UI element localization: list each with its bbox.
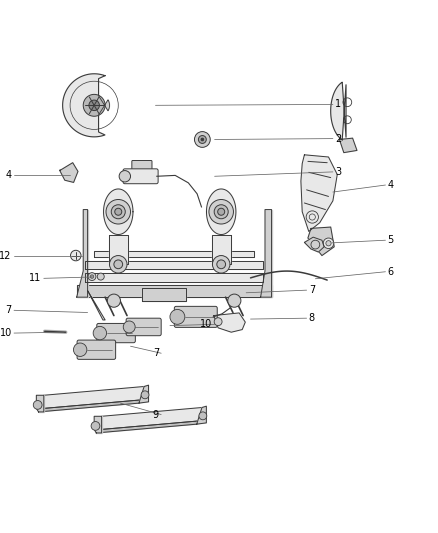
Circle shape (83, 94, 105, 116)
FancyBboxPatch shape (77, 340, 116, 359)
FancyBboxPatch shape (126, 318, 161, 336)
Text: 10: 10 (200, 319, 212, 329)
Polygon shape (339, 138, 357, 152)
Circle shape (170, 310, 185, 324)
Polygon shape (197, 406, 206, 424)
Polygon shape (102, 408, 202, 430)
Text: 3: 3 (335, 167, 341, 177)
Circle shape (214, 318, 222, 326)
Polygon shape (36, 395, 44, 412)
Circle shape (201, 138, 204, 141)
FancyBboxPatch shape (174, 306, 217, 327)
FancyBboxPatch shape (97, 324, 135, 343)
Circle shape (194, 132, 210, 147)
Polygon shape (85, 273, 263, 282)
Polygon shape (331, 82, 346, 140)
Polygon shape (88, 290, 105, 320)
Text: 8: 8 (309, 313, 315, 323)
Text: 5: 5 (388, 235, 394, 245)
Circle shape (123, 321, 135, 333)
Text: 7: 7 (6, 305, 12, 316)
Circle shape (71, 251, 81, 261)
Circle shape (88, 273, 96, 280)
Text: 1: 1 (335, 100, 341, 109)
Polygon shape (109, 235, 128, 264)
Text: 4: 4 (388, 180, 394, 190)
Circle shape (228, 294, 241, 307)
Polygon shape (142, 288, 186, 301)
Polygon shape (44, 386, 144, 408)
Polygon shape (139, 385, 148, 403)
Polygon shape (103, 189, 133, 235)
Text: 2: 2 (335, 134, 341, 143)
Circle shape (33, 400, 42, 409)
Circle shape (326, 241, 331, 246)
Polygon shape (77, 285, 272, 297)
Text: 12: 12 (0, 251, 12, 261)
Polygon shape (85, 261, 263, 269)
Circle shape (141, 391, 149, 399)
Text: 6: 6 (388, 266, 394, 277)
Polygon shape (60, 163, 78, 182)
Polygon shape (214, 313, 245, 332)
Circle shape (111, 205, 125, 219)
Polygon shape (308, 227, 334, 255)
Text: 9: 9 (153, 409, 159, 419)
Circle shape (93, 326, 106, 340)
Circle shape (218, 208, 225, 215)
Polygon shape (77, 209, 88, 297)
Polygon shape (206, 189, 236, 235)
Text: 7: 7 (153, 348, 159, 358)
Circle shape (217, 260, 226, 269)
Polygon shape (304, 237, 324, 252)
Circle shape (209, 199, 233, 224)
Circle shape (214, 205, 228, 219)
Polygon shape (212, 235, 231, 264)
Circle shape (323, 238, 334, 248)
FancyBboxPatch shape (123, 169, 158, 184)
Circle shape (90, 275, 94, 278)
FancyBboxPatch shape (132, 160, 152, 171)
Circle shape (198, 135, 206, 143)
Circle shape (91, 422, 100, 430)
Circle shape (119, 171, 131, 182)
Polygon shape (94, 416, 102, 433)
Circle shape (89, 100, 99, 110)
Circle shape (212, 255, 230, 273)
Polygon shape (63, 74, 105, 137)
Text: 10: 10 (0, 328, 12, 338)
Polygon shape (301, 155, 337, 231)
Circle shape (97, 273, 104, 280)
Circle shape (110, 255, 127, 273)
Circle shape (106, 199, 131, 224)
Circle shape (115, 208, 122, 215)
Text: 7: 7 (309, 285, 315, 295)
Circle shape (199, 412, 207, 420)
Polygon shape (94, 251, 254, 257)
Polygon shape (261, 209, 272, 297)
Text: 11: 11 (29, 273, 42, 284)
Text: 4: 4 (6, 171, 12, 180)
Polygon shape (96, 421, 202, 433)
Polygon shape (39, 400, 144, 412)
Circle shape (74, 343, 87, 357)
Polygon shape (99, 96, 110, 115)
Circle shape (107, 294, 120, 307)
Circle shape (114, 260, 123, 269)
